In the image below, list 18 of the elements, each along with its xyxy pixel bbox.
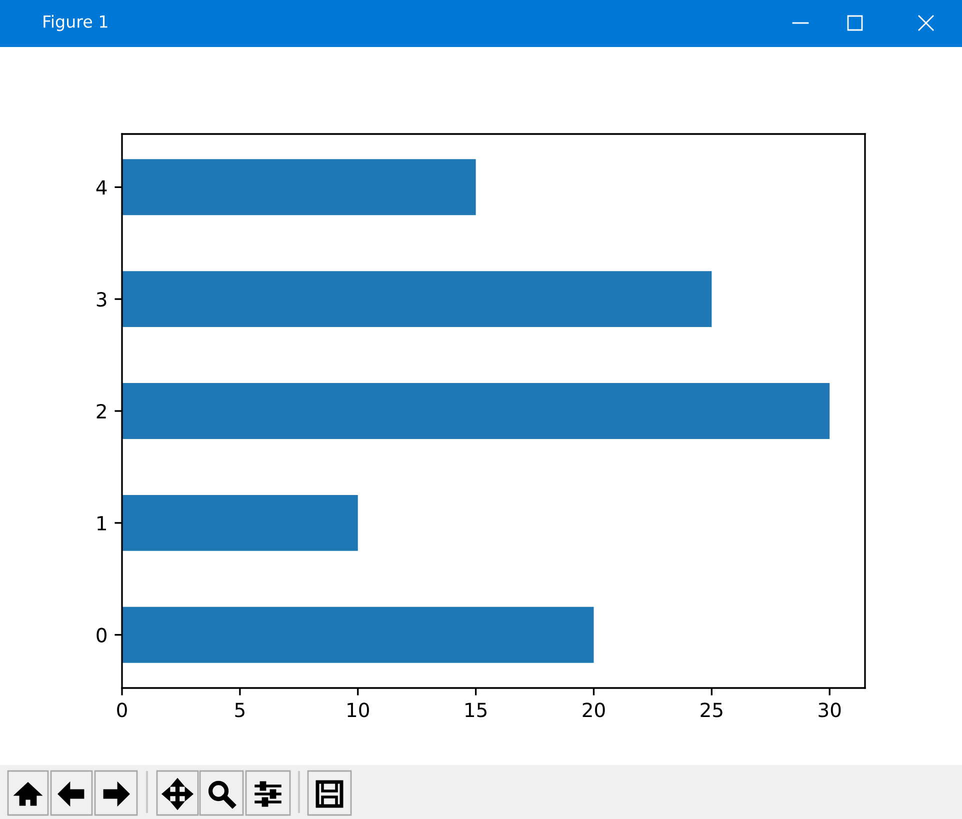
y-tick-label: 2 [96, 404, 106, 418]
x-tick-label: 15 [466, 702, 486, 718]
bar [122, 383, 830, 439]
y-tick-label: 3 [96, 292, 106, 307]
x-tick-label: 5 [235, 702, 244, 718]
bar [122, 606, 594, 663]
bar [122, 159, 476, 216]
x-tick-label: 30 [818, 702, 841, 718]
bar [122, 494, 358, 551]
x-tick-label: 20 [582, 702, 605, 718]
y-tick-label: 1 [98, 516, 106, 530]
y-tick-label: 0 [96, 628, 106, 642]
bar [122, 271, 712, 328]
chart-title: Figure 1 [44, 14, 108, 32]
x-tick-label: 0 [117, 702, 127, 718]
x-tick-label: 10 [348, 702, 369, 718]
x-tick-label: 25 [700, 702, 722, 718]
y-tick-label: 4 [96, 180, 107, 195]
